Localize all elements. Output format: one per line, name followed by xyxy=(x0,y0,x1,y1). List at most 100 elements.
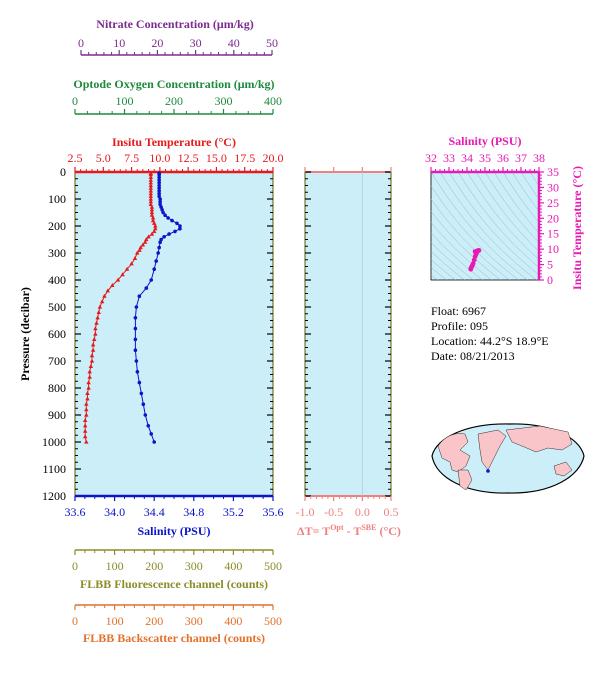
salinity-profile-point xyxy=(133,326,138,331)
temperature-profile-point xyxy=(84,439,89,444)
salinity-profile-point xyxy=(158,197,162,201)
pressure-tick-label: 600 xyxy=(48,327,66,341)
salinity-profile-point xyxy=(157,189,161,193)
temperature-profile-point xyxy=(153,223,158,228)
salinity-profile-point xyxy=(160,208,164,212)
ts-salinity-tick-label: 36 xyxy=(497,151,509,165)
temperature-axis-label: Insitu Temperature (°C) xyxy=(112,135,236,149)
float-id: Float: 6967 xyxy=(431,304,487,318)
salinity-profile-point xyxy=(173,229,177,234)
temperature-profile-point xyxy=(97,304,103,309)
salinity-profile-point xyxy=(157,181,161,185)
temperature-profile-point xyxy=(132,256,138,260)
ts-density-contour xyxy=(431,172,528,280)
salinity-profile-point xyxy=(167,232,171,236)
temperature-profile-point xyxy=(90,342,96,347)
oxygen-axis: Optode Oxygen Concentration (μm/kg) 0 100… xyxy=(72,77,282,115)
salinity-profile-point xyxy=(149,278,154,282)
temperature-tick-label: 17.5 xyxy=(234,151,255,165)
map-land-asia xyxy=(505,425,573,453)
ts-density-contour xyxy=(520,172,539,200)
temperature-profile-point xyxy=(149,210,155,215)
ts-salinity-tick-label: 37 xyxy=(515,151,527,165)
ts-temperature-axis-label: Insitu Temperature (°C) xyxy=(570,166,584,290)
temperature-profile-point xyxy=(137,247,142,252)
temperature-profile-point xyxy=(82,434,88,439)
map-land-south-america xyxy=(457,469,473,491)
salinity-profile-point xyxy=(158,202,162,207)
fluorescence-tick-label: 100 xyxy=(106,559,124,573)
fluorescence-tick-label: 200 xyxy=(145,559,163,573)
temperature-profile-point xyxy=(148,172,154,177)
ts-point xyxy=(470,261,476,267)
temperature-profile-point xyxy=(149,204,155,209)
salinity-tick-label: 33.6 xyxy=(65,505,86,519)
temperature-profile-point xyxy=(148,177,154,182)
temperature-profile-point xyxy=(87,374,92,379)
salinity-profile-point xyxy=(133,348,138,353)
salinity-profile-point xyxy=(154,259,158,263)
temperature-profile-point xyxy=(110,283,115,287)
ts-density-contour xyxy=(439,172,537,280)
nitrate-tick-label: 20 xyxy=(151,36,163,50)
salinity-profile-point xyxy=(143,413,148,417)
ts-temperature-tick-label: 35 xyxy=(547,165,559,179)
temperature-profile-point xyxy=(90,347,96,352)
pressure-tick-label: 800 xyxy=(48,381,66,395)
delta-t-tick-label: 0.0 xyxy=(355,505,370,519)
backscatter-axis-label: FLBB Backscatter channel (counts) xyxy=(83,631,265,645)
salinity-profile-point xyxy=(178,226,182,231)
profile-panel-background xyxy=(74,171,274,497)
pressure-axis-label: Pressure (decibar) xyxy=(18,287,32,381)
ts-temperature-tick-label: 15 xyxy=(547,227,559,241)
pressure-tick-label: 300 xyxy=(48,246,66,260)
temperature-tick-label: 7.5 xyxy=(124,151,139,165)
salinity-tick-label: 34.4 xyxy=(144,505,165,519)
salinity-profile-point xyxy=(175,221,179,226)
temperature-profile-point xyxy=(149,231,155,236)
nitrate-tick-label: 30 xyxy=(190,36,202,50)
temperature-profile-point xyxy=(99,299,105,304)
temperature-profile-point xyxy=(148,185,154,190)
oxygen-tick-label: 0 xyxy=(72,94,78,108)
ts-temperature-tick-label: 25 xyxy=(547,196,559,210)
ts-salinity-tick-label: 38 xyxy=(533,151,545,165)
salinity-profile-point xyxy=(157,194,161,199)
fluorescence-tick-label: 300 xyxy=(185,559,203,573)
temperature-profile-point xyxy=(142,239,148,244)
temperature-tick-label: 5.0 xyxy=(96,151,111,165)
temperature-profile-point xyxy=(93,331,98,336)
ts-density-contour xyxy=(431,222,492,280)
temperature-profile-point xyxy=(150,215,156,220)
salinity-profile-point xyxy=(178,224,182,228)
temperature-profile-point xyxy=(115,277,121,282)
temperature-profile-point xyxy=(85,396,90,401)
profile-panel: 0 100 200 300 400 500 600 700 800 900 1000 1100 1200… xyxy=(42,151,284,519)
temperature-profile-point xyxy=(148,175,154,179)
backscatter-tick-label: 100 xyxy=(106,614,124,628)
ts-temperature-tick-label: 0 xyxy=(547,273,553,287)
pressure-tick-label: 1100 xyxy=(42,462,66,476)
ts-temperature-tick-label: 10 xyxy=(547,242,559,256)
temperature-profile-point xyxy=(120,272,125,277)
backscatter-tick-label: 300 xyxy=(185,614,203,628)
fluorescence-tick-label: 400 xyxy=(224,559,242,573)
salinity-profile-point xyxy=(141,402,146,407)
backscatter-tick-label: 500 xyxy=(264,614,282,628)
temperature-profile-point xyxy=(146,234,151,239)
temperature-profile-point xyxy=(87,369,92,374)
temperature-profile-point xyxy=(148,196,154,201)
delta-t-axis-label: ΔT= TOpt - TSBE (°C) xyxy=(297,523,401,538)
salinity-profile-point xyxy=(157,175,161,180)
oxygen-tick-label: 300 xyxy=(215,94,233,108)
nitrate-axis: Nitrate Concentration (μm/kg) 0 10 20 30 40 5… xyxy=(78,17,278,56)
ts-density-contours xyxy=(431,172,539,280)
pressure-tick-label: 0 xyxy=(60,165,66,179)
temperature-profile-point xyxy=(82,428,88,433)
fluorescence-axis-label: FLBB Fluorescence channel (counts) xyxy=(80,577,268,591)
ts-density-contour xyxy=(431,198,510,280)
map-land-americas xyxy=(437,433,471,473)
ts-density-contour xyxy=(431,210,501,280)
